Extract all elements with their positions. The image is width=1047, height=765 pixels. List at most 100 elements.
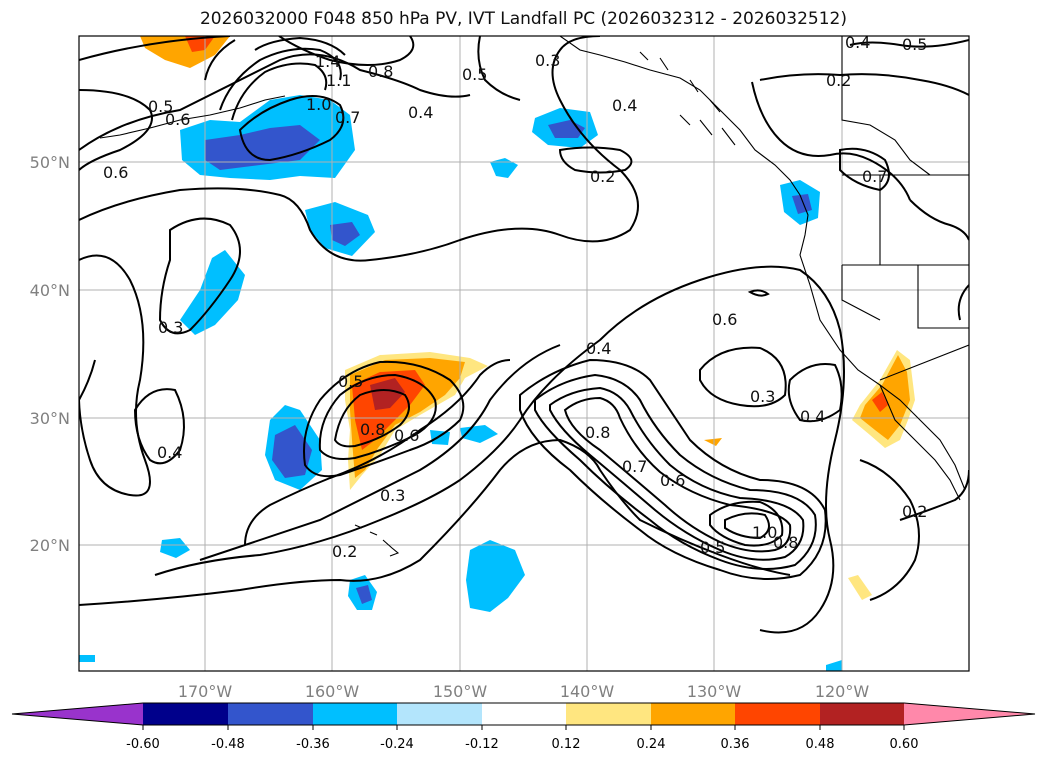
- pv-negative-area: [826, 660, 842, 671]
- contour-line: [549, 386, 805, 561]
- colorbar-segment: [735, 703, 820, 725]
- contour-line: [333, 389, 410, 448]
- coastlines: [99, 36, 969, 557]
- contour-label: 0.8: [585, 423, 610, 442]
- contour-line: [519, 358, 827, 580]
- colorbar-tick-labels: -0.60 -0.48 -0.36 -0.24 -0.12 0.12 0.24 …: [126, 737, 918, 752]
- contour-line: [558, 146, 633, 174]
- contour-label: 0.4: [612, 96, 637, 115]
- aleutians: [99, 95, 286, 139]
- contour-line: [79, 89, 153, 171]
- pv-shading: [79, 36, 915, 671]
- pv-positive-area: [185, 36, 215, 52]
- contour-label: 0.4: [157, 443, 182, 462]
- baja-coast: [879, 384, 961, 501]
- contour-label: 1.4: [315, 52, 340, 71]
- contour-line: [839, 147, 890, 192]
- pv-negative-area: [792, 194, 812, 214]
- contour-line: [154, 265, 845, 634]
- colorbar-tick: 0.60: [890, 737, 919, 752]
- lon-label: 150°W: [433, 682, 488, 701]
- north-america-coast: [559, 36, 966, 491]
- contour-label: 0.5: [462, 65, 487, 84]
- contour-label: 0.5: [338, 372, 363, 391]
- contour-label: 1.0: [752, 523, 777, 542]
- colorbar: -0.60 -0.48 -0.36 -0.24 -0.12 0.12 0.24 …: [11, 702, 1036, 752]
- contour-label: 0.3: [750, 387, 775, 406]
- map-title: 2026032000 F048 850 hPa PV, IVT Landfall…: [199, 9, 847, 29]
- contour-label: 0.8: [368, 62, 393, 81]
- contour-label: 0.6: [103, 163, 128, 182]
- colorbar-tick: 0.24: [637, 737, 666, 752]
- contour-line: [534, 373, 817, 570]
- contour-line: [759, 73, 969, 96]
- hawaiian-islands: [354, 524, 400, 557]
- contour-line: [899, 469, 969, 521]
- contour-label: 0.2: [332, 542, 357, 561]
- contour-line: [303, 360, 465, 478]
- contour-line: [79, 438, 791, 606]
- colorbar-segment: [313, 703, 397, 725]
- contour-label: 0.6: [660, 471, 685, 490]
- contour-line: [79, 53, 471, 151]
- pv-negative-area: [356, 585, 372, 604]
- colorbar-tick: 0.48: [806, 737, 835, 752]
- contour-line: [563, 396, 792, 553]
- contour-line: [859, 459, 920, 601]
- lat-label: 50°N: [30, 153, 70, 172]
- contour-line: [318, 373, 437, 460]
- contour-line: [477, 36, 521, 101]
- pv-negative-area: [490, 158, 518, 178]
- contour-line: [244, 359, 511, 546]
- contour-label: 0.3: [380, 486, 405, 505]
- lat-label: 40°N: [30, 281, 70, 300]
- contour-label: 0.4: [845, 33, 870, 52]
- pv-positive-area: [848, 575, 872, 600]
- contour-label: 0.2: [590, 167, 615, 186]
- contour-line: [158, 217, 241, 335]
- contour-label: 0.4: [586, 339, 611, 358]
- pv-contours: [79, 36, 969, 634]
- contour-label: 0.8: [360, 420, 385, 439]
- contour-line: [957, 284, 969, 321]
- lat-label: 20°N: [30, 536, 70, 555]
- alaska-canada-border: [841, 36, 931, 176]
- alaska-islands: [639, 51, 736, 146]
- colorbar-segment: [397, 703, 482, 725]
- pv-positive-area: [140, 36, 230, 68]
- pv-negative-area: [272, 425, 312, 478]
- colorbar-tick: -0.12: [465, 737, 499, 752]
- map-frame: [78, 35, 970, 672]
- pv-positive-area: [704, 438, 722, 446]
- contour-line: [254, 36, 346, 56]
- contour-label: 0.5: [902, 35, 927, 54]
- contour-line: [909, 199, 969, 241]
- contour-label: 0.7: [622, 457, 647, 476]
- colorbar-tick: -0.24: [380, 737, 414, 752]
- colorbar-extend-high: [904, 703, 1035, 725]
- contour-line: [79, 36, 231, 61]
- colorbar-segment: [482, 703, 566, 725]
- contour-line: [849, 39, 969, 48]
- contour-label: 0.2: [826, 71, 851, 90]
- contour-labels: 1.4 1.1 1.0 0.7 0.8 0.5 0.3 0.4 0.4 0.5 …: [103, 33, 927, 561]
- contour-label: 0.3: [535, 51, 560, 70]
- colorbar-segment: [566, 703, 651, 725]
- contour-line: [133, 388, 185, 465]
- lon-label: 130°W: [687, 682, 742, 701]
- contour-label: 1.0: [306, 95, 331, 114]
- contour-label: 0.5: [700, 538, 725, 557]
- lon-label: 170°W: [178, 682, 233, 701]
- pv-positive-area: [872, 392, 888, 412]
- contour-label: 0.7: [862, 167, 887, 186]
- contour-label: 0.3: [158, 318, 183, 337]
- contour-line: [199, 344, 561, 561]
- lon-label: 140°W: [560, 682, 615, 701]
- pv-negative-area: [330, 222, 360, 246]
- colorbar-tick: 0.36: [721, 737, 750, 752]
- colorbar-segment: [143, 703, 228, 725]
- contour-label: 0.6: [394, 426, 419, 445]
- pv-positive-area: [352, 370, 425, 450]
- contour-line: [231, 62, 328, 121]
